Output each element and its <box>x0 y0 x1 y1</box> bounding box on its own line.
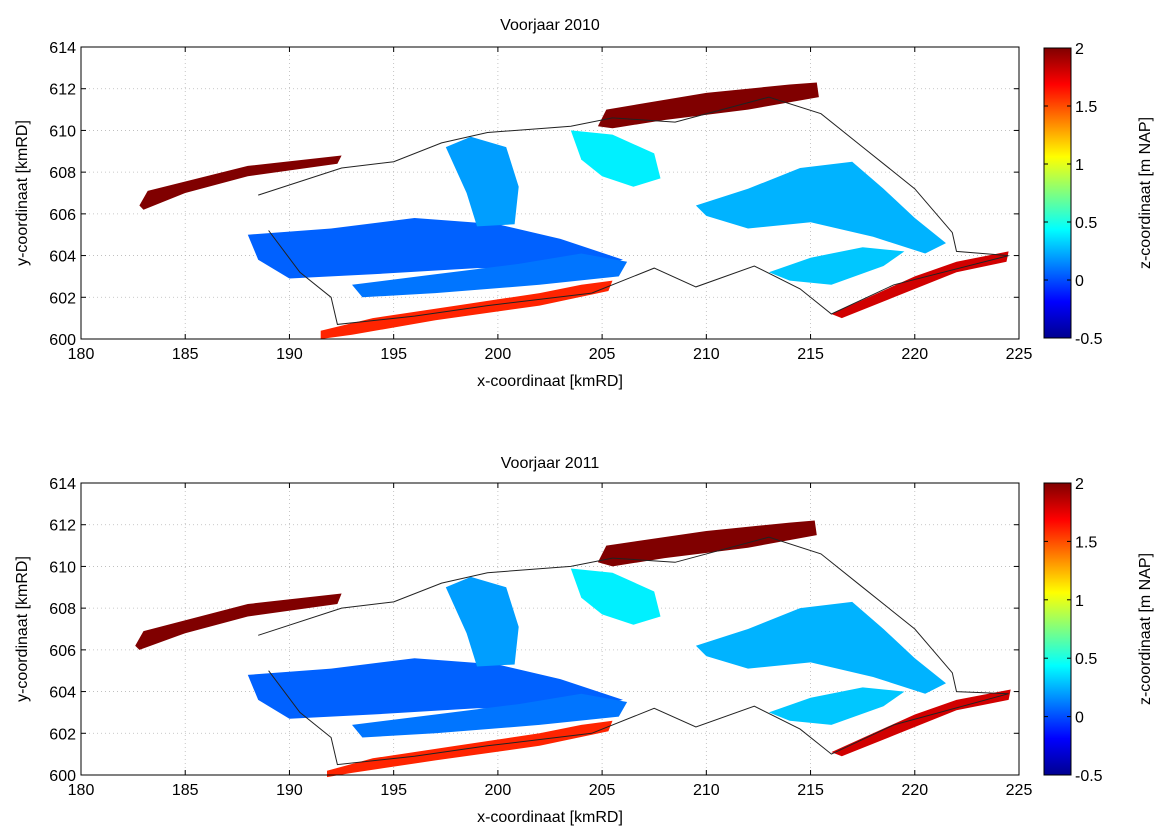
x-tick-label: 205 <box>589 782 616 799</box>
region-flat-northcenter <box>570 568 661 625</box>
colorbar-ticks: -0.5 0 0.5 1 1.5 2 <box>1044 476 1103 785</box>
x-tick-label: 195 <box>380 346 407 363</box>
y-tick-label: 606 <box>49 643 76 660</box>
x-tick-label: 190 <box>276 346 303 363</box>
region-south-dune-east <box>831 689 1011 757</box>
colorbar <box>1043 482 1072 776</box>
colorbar-tick-label: 1 <box>1075 157 1084 174</box>
boundary-line <box>258 536 1009 766</box>
colorbar-tick-label: 2 <box>1075 41 1084 58</box>
y-tick-label: 614 <box>49 476 76 493</box>
region-flat-south <box>352 693 628 738</box>
region-flat-southeast <box>768 687 905 725</box>
x-tick-label: 210 <box>693 782 720 799</box>
y-tick-label: 614 <box>49 40 76 57</box>
y-tick-label: 606 <box>49 207 76 224</box>
y-tick-label: 608 <box>49 165 76 182</box>
elevation-regions <box>135 520 1011 778</box>
colorbar-label: z-coordinaat [m NAP] <box>1137 553 1154 705</box>
region-flat-southeast <box>768 247 905 285</box>
x-tick-label: 215 <box>797 782 824 799</box>
x-tick-label: 225 <box>1006 346 1033 363</box>
boundary-line <box>258 96 1009 325</box>
y-tick-label: 612 <box>49 518 76 535</box>
y-tick-label: 600 <box>49 768 76 785</box>
plot-frame <box>80 482 1020 776</box>
y-axis-ticks: 600 602 604 606 608 610 612 614 <box>49 476 1019 785</box>
y-tick-label: 602 <box>49 726 76 743</box>
colorbar-tick-label: 0.5 <box>1075 215 1097 232</box>
colorbar-tick-label: -0.5 <box>1075 768 1103 785</box>
colorbar-tick-label: 2 <box>1075 476 1084 493</box>
x-tick-label: 190 <box>276 782 303 799</box>
chart-panel-2011: Voorjaar 2011 180 185 190 195 200 205 210 215 22… <box>14 455 1154 826</box>
x-axis-ticks: 180 185 190 195 200 205 210 215 220 225 <box>68 47 1033 363</box>
region-south-dune-west <box>320 280 613 339</box>
y-tick-label: 600 <box>49 332 76 349</box>
x-tick-label: 225 <box>1006 782 1033 799</box>
x-tick-label: 180 <box>68 782 95 799</box>
chart-title: Voorjaar 2010 <box>500 17 600 34</box>
colorbar-tick-label: 1.5 <box>1075 534 1097 551</box>
region-south-dune-west <box>327 720 613 778</box>
region-flat-south <box>352 253 628 298</box>
x-tick-label: 195 <box>380 782 407 799</box>
survey-boundary <box>258 96 1009 325</box>
x-axis-label: x-coordinaat [kmRD] <box>477 373 623 390</box>
colorbar-tick-label: 0 <box>1075 273 1084 290</box>
x-tick-label: 185 <box>172 782 199 799</box>
region-flat-center <box>445 576 519 667</box>
chart-panel-2010: Voorjaar 2010 180 185 190 195 200 205 210 215 22… <box>14 17 1154 390</box>
y-tick-label: 610 <box>49 559 76 576</box>
region-west-dune <box>135 593 342 650</box>
colorbar-ticks: -0.5 0 0.5 1 1.5 2 <box>1044 41 1103 348</box>
y-axis-label: y-coordinaat [kmRD] <box>14 556 31 702</box>
y-tick-label: 612 <box>49 82 76 99</box>
y-axis-label: y-coordinaat [kmRD] <box>14 120 31 266</box>
region-flat-east <box>695 601 946 694</box>
colorbar-tick-label: 1.5 <box>1075 99 1097 116</box>
y-tick-label: 602 <box>49 290 76 307</box>
y-tick-label: 610 <box>49 123 76 140</box>
x-tick-label: 200 <box>485 346 512 363</box>
survey-boundary <box>258 536 1009 766</box>
region-flat-northcenter <box>570 130 661 187</box>
region-north-dune <box>597 520 817 567</box>
region-south-dune-east <box>831 251 1009 319</box>
y-tick-label: 604 <box>49 685 76 702</box>
x-tick-label: 205 <box>589 346 616 363</box>
y-tick-label: 604 <box>49 249 76 266</box>
x-tick-label: 215 <box>797 346 824 363</box>
elevation-regions <box>139 82 1009 339</box>
chart-title: Voorjaar 2011 <box>501 455 600 472</box>
colorbar-tick-label: 0.5 <box>1075 651 1097 668</box>
colorbar-tick-label: 1 <box>1075 593 1084 610</box>
y-tick-label: 608 <box>49 601 76 618</box>
region-flat-center <box>445 136 519 227</box>
x-tick-label: 220 <box>901 346 928 363</box>
y-axis-ticks: 600 602 604 606 608 610 612 614 <box>49 40 1019 349</box>
region-flat-east <box>695 161 946 254</box>
region-north-dune <box>597 82 819 129</box>
x-axis-label: x-coordinaat [kmRD] <box>477 809 623 826</box>
colorbar <box>1043 47 1072 339</box>
colorbar-tick-label: -0.5 <box>1075 331 1103 348</box>
x-tick-label: 220 <box>901 782 928 799</box>
x-tick-label: 210 <box>693 346 720 363</box>
colorbar-tick-label: 0 <box>1075 710 1084 727</box>
colorbar-label: z-coordinaat [m NAP] <box>1137 117 1154 269</box>
region-west-dune <box>139 155 342 210</box>
plot-frame <box>80 46 1020 340</box>
x-tick-label: 180 <box>68 346 95 363</box>
x-tick-label: 185 <box>172 346 199 363</box>
x-tick-label: 200 <box>485 782 512 799</box>
x-axis-ticks: 180 185 190 195 200 205 210 215 220 225 <box>68 483 1033 799</box>
